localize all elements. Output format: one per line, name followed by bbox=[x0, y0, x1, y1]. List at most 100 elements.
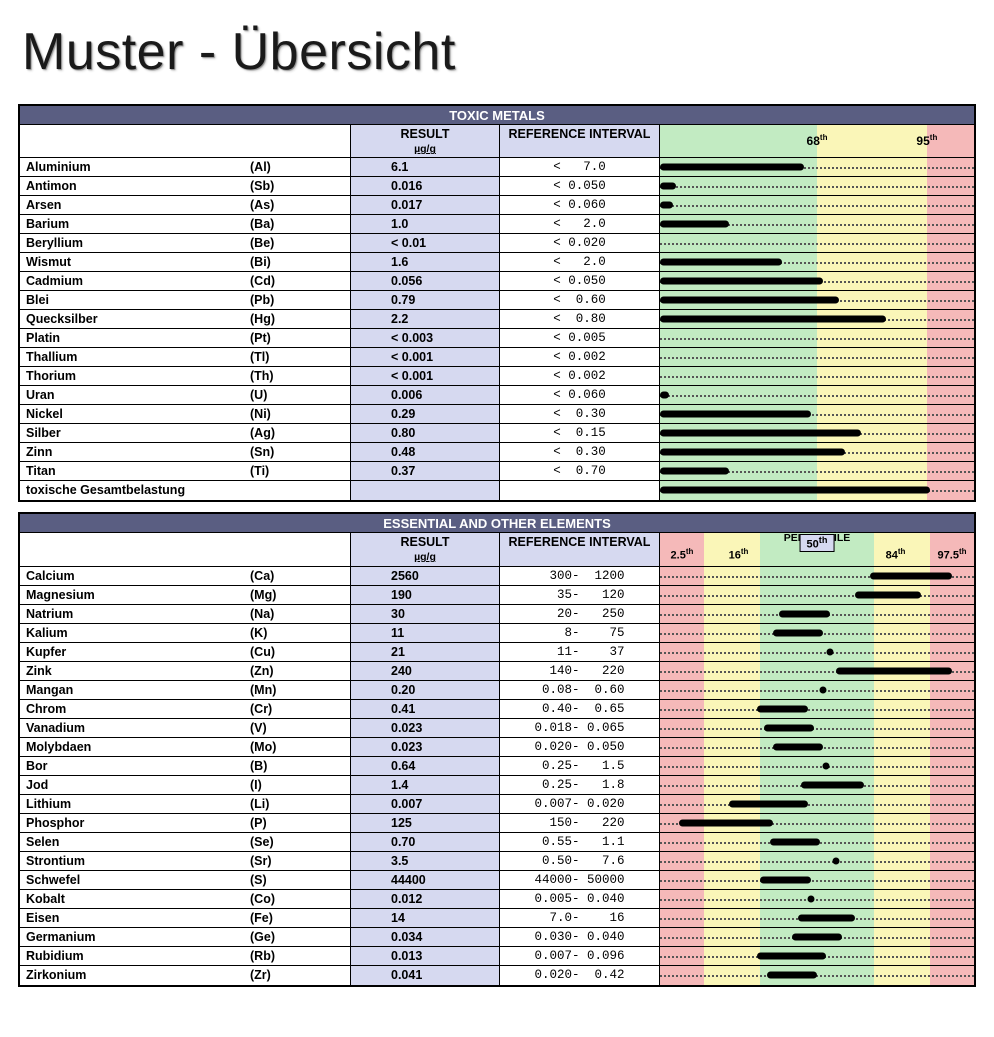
element-symbol: (Zr) bbox=[250, 966, 350, 985]
element-name: Blei bbox=[20, 291, 250, 309]
percentile-bar bbox=[870, 572, 952, 579]
element-name: Antimon bbox=[20, 177, 250, 195]
bar-cell bbox=[660, 738, 974, 756]
reference-interval: 0.50- 7.6 bbox=[500, 852, 660, 870]
element-name: Germanium bbox=[20, 928, 250, 946]
result-value: 0.007 bbox=[350, 795, 500, 813]
element-symbol: (Mo) bbox=[250, 738, 350, 756]
table-row: Calcium (Ca) 2560 300- 1200 bbox=[20, 567, 974, 586]
element-name: Rubidium bbox=[20, 947, 250, 965]
percentile-bar bbox=[764, 724, 814, 731]
percentile-bar bbox=[836, 667, 952, 674]
bar-cell bbox=[660, 681, 974, 699]
element-symbol bbox=[250, 481, 350, 500]
bar-cell bbox=[660, 890, 974, 908]
percentile-bar bbox=[757, 705, 807, 712]
element-name: Phosphor bbox=[20, 814, 250, 832]
table-row: Kalium (K) 11 8- 75 bbox=[20, 624, 974, 643]
result-value: 0.012 bbox=[350, 890, 500, 908]
element-name: Chrom bbox=[20, 700, 250, 718]
result-value: 190 bbox=[350, 586, 500, 604]
element-symbol: (Zn) bbox=[250, 662, 350, 680]
percentile-bar bbox=[779, 610, 829, 617]
element-symbol: (Al) bbox=[250, 158, 350, 176]
element-name: Selen bbox=[20, 833, 250, 851]
result-header: RESULTµg/g bbox=[350, 533, 500, 566]
bar-cell bbox=[660, 272, 974, 290]
table-row: Antimon (Sb) 0.016 < 0.050 bbox=[20, 177, 974, 196]
percentile-bar bbox=[660, 467, 729, 474]
reference-interval: 0.020- 0.42 bbox=[500, 966, 660, 985]
reference-interval: 0.005- 0.040 bbox=[500, 890, 660, 908]
bar-cell bbox=[660, 586, 974, 604]
reference-interval: 0.55- 1.1 bbox=[500, 833, 660, 851]
table-row: Wismut (Bi) 1.6 < 2.0 bbox=[20, 253, 974, 272]
reference-interval: < 0.050 bbox=[500, 272, 660, 290]
element-name: Eisen bbox=[20, 909, 250, 927]
toxic-title: TOXIC METALS bbox=[20, 106, 974, 125]
element-symbol: (Cd) bbox=[250, 272, 350, 290]
reference-interval bbox=[500, 481, 660, 500]
essential-elements-table: ESSENTIAL AND OTHER ELEMENTS RESULTµg/g … bbox=[18, 512, 976, 987]
bar-cell bbox=[660, 196, 974, 214]
bar-cell bbox=[660, 852, 974, 870]
bar-cell bbox=[660, 234, 974, 252]
toxic-metals-table: TOXIC METALS RESULTµg/g REFERENCE INTERV… bbox=[18, 104, 976, 502]
table-row: Thallium (Tl) < 0.001 < 0.002 bbox=[20, 348, 974, 367]
element-name: toxische Gesamtbelastung bbox=[20, 481, 250, 500]
result-value: 3.5 bbox=[350, 852, 500, 870]
table-row: Molybdaen (Mo) 0.023 0.020- 0.050 bbox=[20, 738, 974, 757]
table-row: Kobalt (Co) 0.012 0.005- 0.040 bbox=[20, 890, 974, 909]
percentile-dot bbox=[820, 686, 827, 693]
element-symbol: (Hg) bbox=[250, 310, 350, 328]
reference-interval: < 0.002 bbox=[500, 367, 660, 385]
element-name: Quecksilber bbox=[20, 310, 250, 328]
table-row: Schwefel (S) 44400 44000- 50000 bbox=[20, 871, 974, 890]
result-value: 0.023 bbox=[350, 738, 500, 756]
element-symbol: (P) bbox=[250, 814, 350, 832]
percentile-bar bbox=[770, 838, 820, 845]
element-symbol: (Sr) bbox=[250, 852, 350, 870]
result-value: 240 bbox=[350, 662, 500, 680]
element-symbol: (Ag) bbox=[250, 424, 350, 442]
element-symbol: (Sn) bbox=[250, 443, 350, 461]
result-value: 0.64 bbox=[350, 757, 500, 775]
page-title: Muster - Übersicht bbox=[22, 22, 976, 82]
axis-tick: 68th bbox=[807, 133, 828, 149]
percentile-bar bbox=[773, 629, 823, 636]
table-row: Bor (B) 0.64 0.25- 1.5 bbox=[20, 757, 974, 776]
percentile-dot bbox=[826, 648, 833, 655]
element-symbol: (Ni) bbox=[250, 405, 350, 423]
reference-interval: 150- 220 bbox=[500, 814, 660, 832]
percentile-bar bbox=[855, 591, 921, 598]
element-name: Vanadium bbox=[20, 719, 250, 737]
result-value: 0.023 bbox=[350, 719, 500, 737]
element-name: Schwefel bbox=[20, 871, 250, 889]
bar-cell bbox=[660, 329, 974, 347]
element-name: Kobalt bbox=[20, 890, 250, 908]
reference-interval: 0.007- 0.020 bbox=[500, 795, 660, 813]
table-row: Selen (Se) 0.70 0.55- 1.1 bbox=[20, 833, 974, 852]
table-row: Aluminium (Al) 6.1 < 7.0 bbox=[20, 158, 974, 177]
element-name: Lithium bbox=[20, 795, 250, 813]
bar-cell bbox=[660, 158, 974, 176]
bar-cell bbox=[660, 624, 974, 642]
result-value: 0.006 bbox=[350, 386, 500, 404]
result-value: 0.41 bbox=[350, 700, 500, 718]
element-symbol: (K) bbox=[250, 624, 350, 642]
bar-cell bbox=[660, 928, 974, 946]
element-symbol: (Na) bbox=[250, 605, 350, 623]
table-row: Magnesium (Mg) 190 35- 120 bbox=[20, 586, 974, 605]
percentile-bar bbox=[760, 876, 810, 883]
result-value: 0.034 bbox=[350, 928, 500, 946]
element-name: Titan bbox=[20, 462, 250, 480]
bar-cell bbox=[660, 443, 974, 461]
result-value: 0.041 bbox=[350, 966, 500, 985]
reference-interval: 7.0- 16 bbox=[500, 909, 660, 927]
reference-interval: 20- 250 bbox=[500, 605, 660, 623]
table-row: Barium (Ba) 1.0 < 2.0 bbox=[20, 215, 974, 234]
table-row: Uran (U) 0.006 < 0.060 bbox=[20, 386, 974, 405]
reference-interval: < 0.060 bbox=[500, 386, 660, 404]
table-row: Cadmium (Cd) 0.056 < 0.050 bbox=[20, 272, 974, 291]
result-value: 0.20 bbox=[350, 681, 500, 699]
